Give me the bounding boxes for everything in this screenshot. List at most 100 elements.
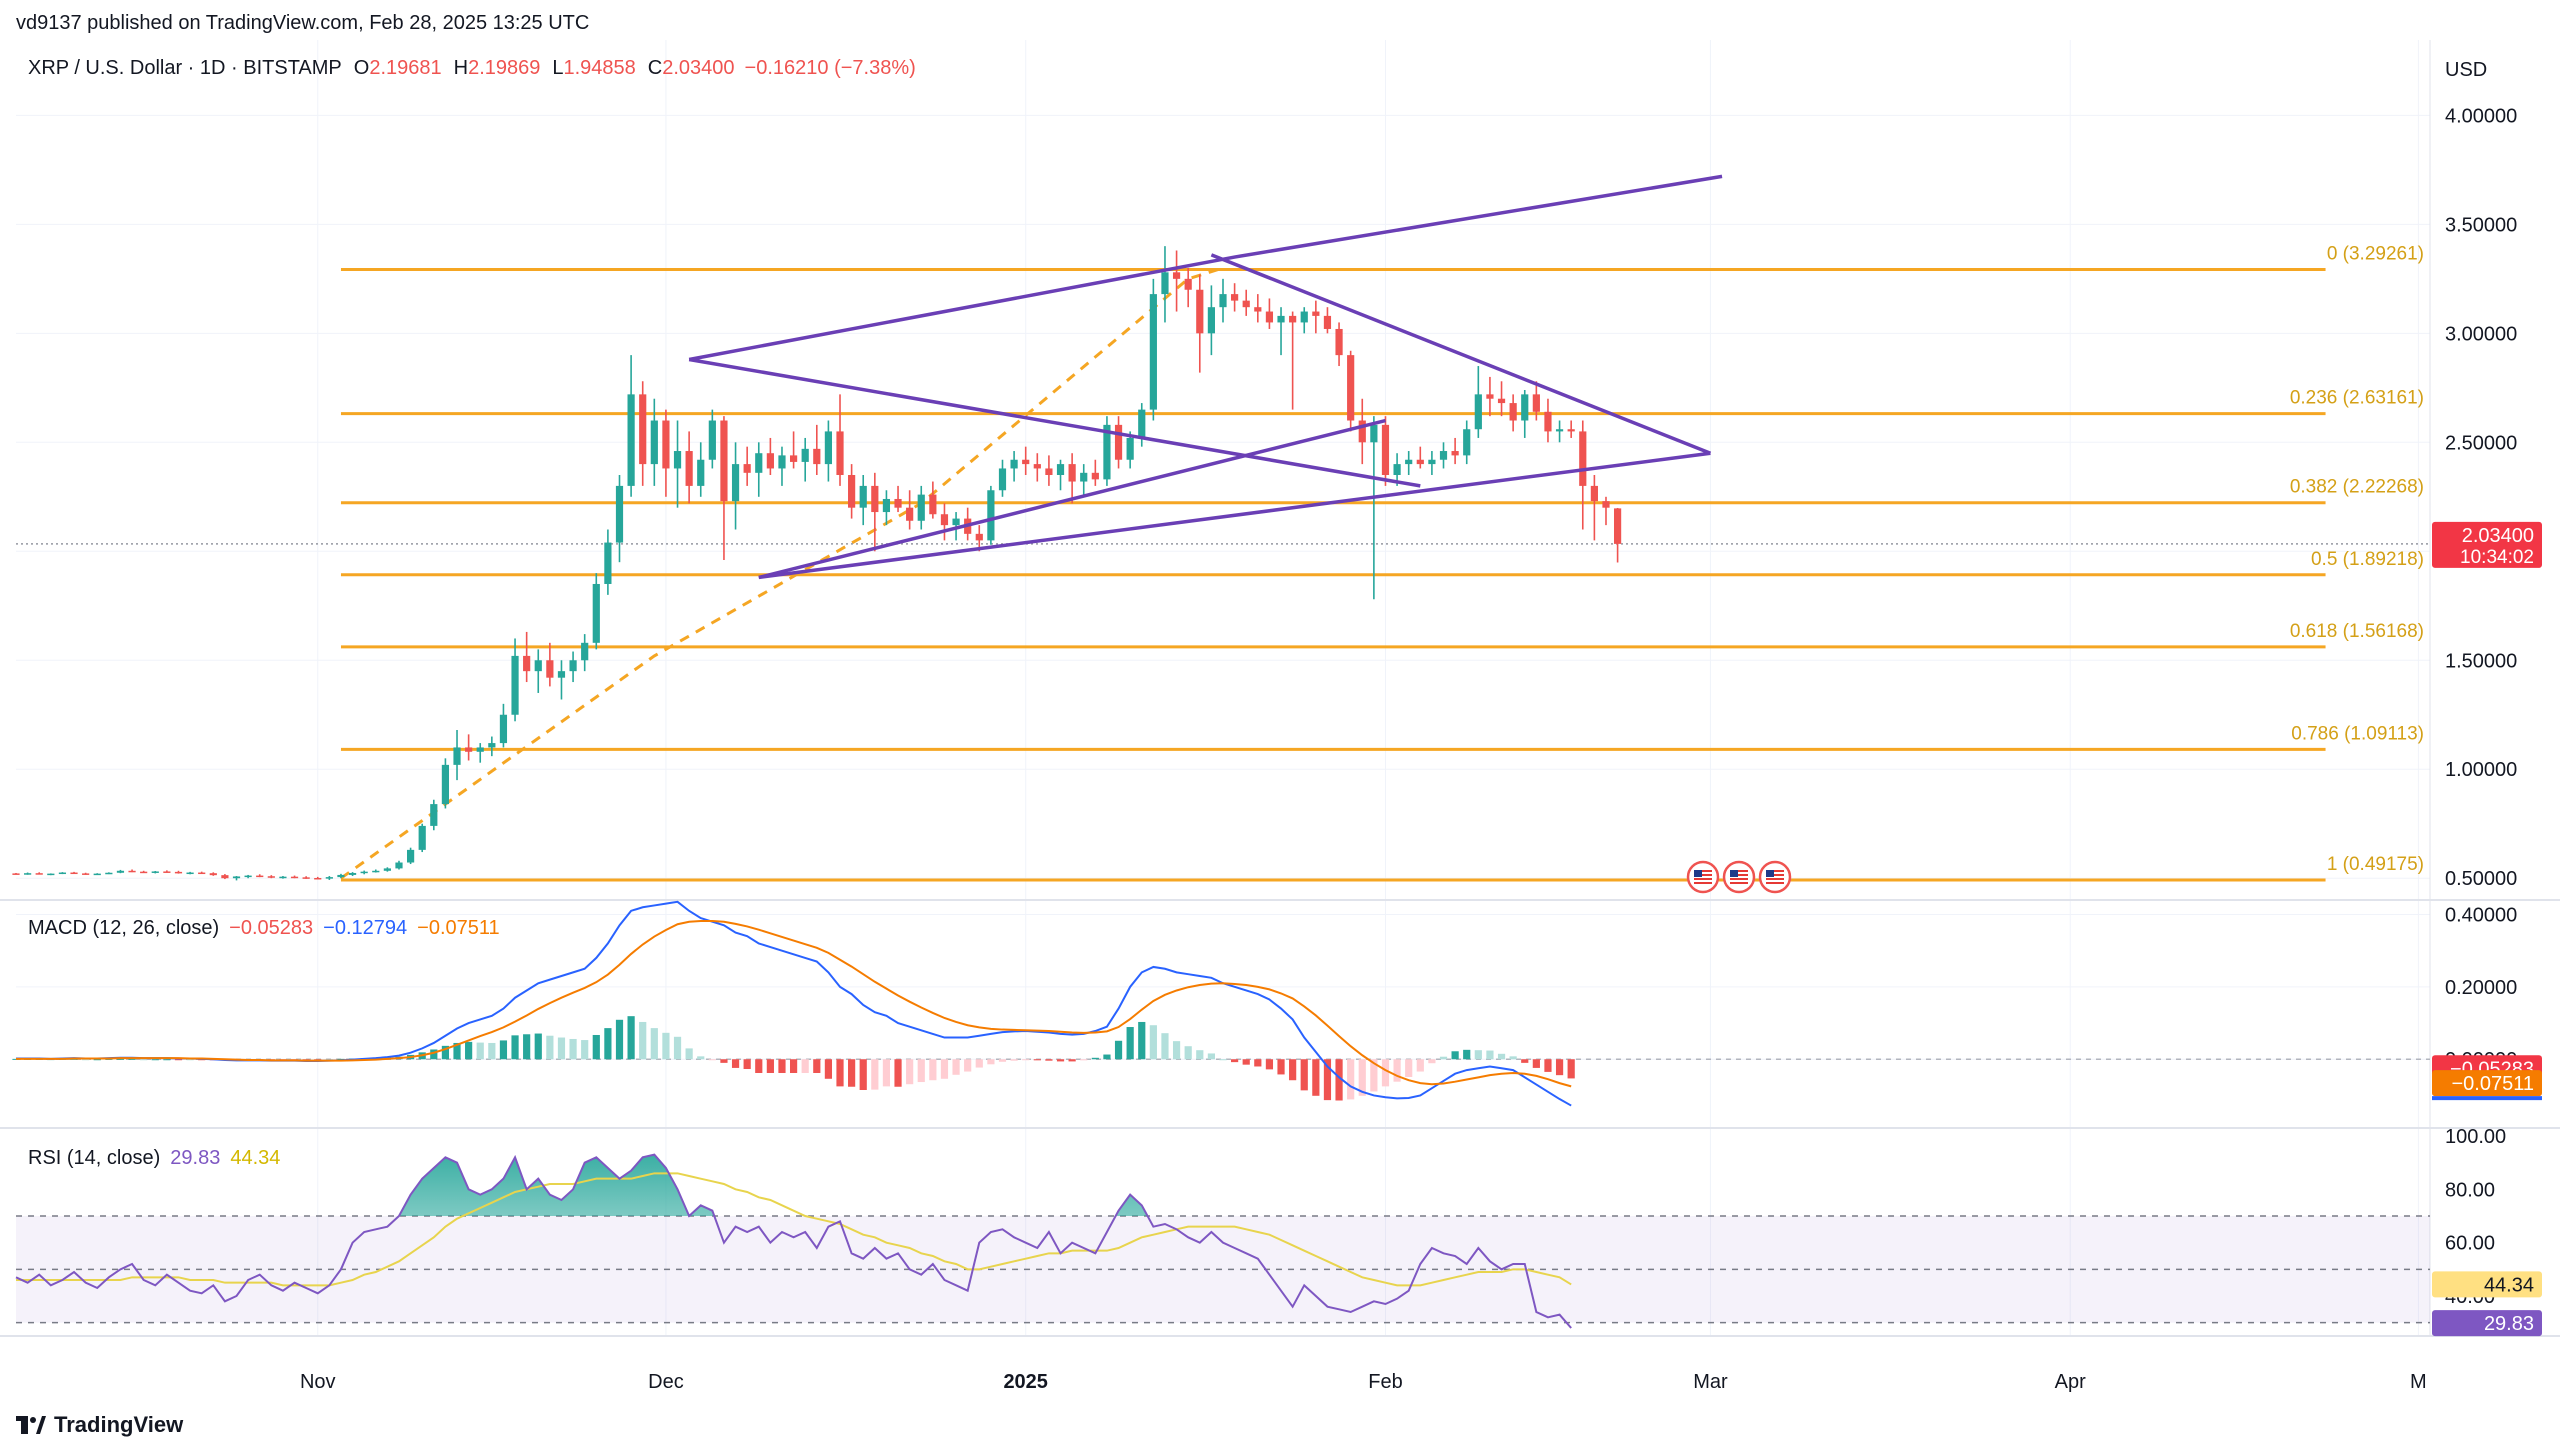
macd-histogram-bar — [1393, 1059, 1401, 1082]
bar-countdown: 10:34:02 — [2460, 547, 2534, 568]
rsi-value: 29.83 — [170, 1147, 220, 1169]
candle-body — [906, 507, 914, 521]
candle-body — [1463, 429, 1471, 456]
fib-level-label: 0.5 (1.89218) — [2311, 549, 2424, 570]
tradingview-logo[interactable]: TradingView — [16, 1412, 183, 1438]
macd-histogram-bar — [1486, 1050, 1494, 1060]
candle-body — [1521, 394, 1529, 421]
macd-histogram-bar — [1439, 1056, 1448, 1060]
macd-histogram-bar — [82, 1059, 90, 1061]
candle-body — [511, 655, 519, 715]
macd-histogram-bar — [952, 1059, 960, 1075]
candle-body — [476, 747, 484, 752]
macd-histogram-bar — [186, 1059, 194, 1061]
macd-histogram-bar — [1335, 1059, 1343, 1101]
macd-histogram-bar — [789, 1059, 798, 1073]
ohlc-close: 2.03400 — [662, 57, 734, 79]
macd-histogram-bar — [1405, 1059, 1413, 1077]
macd-histogram-bar — [441, 1045, 450, 1060]
macd-histogram-bar — [1172, 1041, 1181, 1060]
macd-histogram-bar — [1370, 1059, 1378, 1092]
axes: USD4.000003.500003.000002.500002.000001.… — [300, 59, 2542, 1393]
candle-body — [406, 849, 415, 863]
ohlc-close-key: C — [648, 57, 662, 79]
candle-body — [1312, 311, 1320, 316]
rsi-axis-tick: 80.00 — [2445, 1179, 2495, 1201]
symbol-title: XRP / U.S. Dollar · 1D · BITSTAMP — [28, 57, 342, 79]
flag-stripe — [1766, 882, 1784, 884]
price-axis-tick: 0.50000 — [2445, 868, 2517, 890]
macd-histogram-bar — [1277, 1059, 1285, 1075]
candle-body — [1532, 394, 1540, 412]
macd-axis-tick: 0.20000 — [2445, 977, 2517, 999]
candle-body — [453, 747, 461, 765]
legends: XRP / U.S. Dollar · 1D · BITSTAMP O2.1968… — [28, 57, 916, 1169]
rsi-ma-line — [16, 1172, 1572, 1287]
macd-histogram-bar — [1080, 1059, 1088, 1061]
fib-level-label: 0 (3.29261) — [2327, 244, 2424, 265]
rsi-ma-badge-bg — [2432, 1271, 2542, 1298]
candle-body — [465, 747, 473, 752]
macd-histogram-bar — [836, 1059, 844, 1087]
macd-histogram-bar — [546, 1035, 554, 1060]
candle-body — [488, 743, 496, 748]
rsi-band-fill — [16, 1216, 2430, 1323]
candle-body — [198, 872, 206, 875]
macd-histogram-bar — [1219, 1059, 1227, 1061]
candle-body — [186, 872, 194, 875]
rsi-value-badge-bg — [2432, 1310, 2542, 1337]
candle-body — [615, 485, 624, 543]
macd-histogram-bar — [1033, 1059, 1041, 1061]
macd-histogram-bar — [604, 1028, 612, 1060]
macd-histogram-bar — [894, 1059, 902, 1087]
macd-histogram-bar — [639, 1021, 647, 1060]
candle-body — [1219, 294, 1227, 308]
macd-histogram-bar — [1265, 1059, 1274, 1070]
candle-body — [1231, 294, 1239, 301]
candle-body — [755, 453, 763, 473]
us-event-marker-icon — [1686, 860, 1720, 894]
flag-stripe — [1730, 882, 1748, 884]
candle-body — [1300, 311, 1308, 323]
candle-body — [1335, 328, 1343, 356]
candle-body — [395, 862, 403, 869]
candle-body — [1161, 272, 1169, 295]
candle-body — [813, 448, 821, 465]
candle-body — [430, 804, 438, 826]
macd-histogram-bar — [1416, 1059, 1424, 1072]
candle-body — [93, 873, 101, 876]
macd-histogram-bar — [1022, 1059, 1030, 1061]
macd-histogram-bar — [140, 1059, 148, 1061]
candle-body — [894, 498, 902, 508]
flag-stripe — [1694, 878, 1712, 880]
candle-body — [1509, 403, 1517, 421]
candle-body — [1010, 459, 1018, 469]
macd-line-value: −0.12794 — [323, 917, 407, 939]
candle-body — [685, 451, 693, 486]
candle-body — [140, 871, 148, 874]
flag-stripe — [1766, 878, 1784, 880]
macd-histogram-bar — [523, 1034, 531, 1060]
currency-label: USD — [2445, 59, 2487, 81]
candle-body — [151, 871, 159, 873]
candle-body — [1405, 459, 1413, 465]
macd-histogram-bar — [1196, 1050, 1204, 1060]
candle-body — [1347, 355, 1355, 421]
time-axis-tick: Apr — [2055, 1371, 2086, 1393]
macd-histogram-bar — [813, 1059, 821, 1073]
candle-body — [1242, 300, 1250, 308]
macd-histogram-bar — [615, 1019, 624, 1060]
candle-body — [1114, 424, 1123, 460]
macd-histogram-bar — [987, 1059, 995, 1065]
price-pane: 0 (3.29261) 0.236 (2.63161) 0.382 (2.22268… — [12, 174, 2430, 894]
macd-histogram-bar — [488, 1042, 496, 1060]
candle-body — [639, 394, 647, 465]
time-axis-tick: Mar — [1693, 1371, 1728, 1393]
candle-body — [337, 874, 345, 878]
price-axis-tick: 4.00000 — [2445, 105, 2517, 127]
macd-histogram-bar — [848, 1059, 856, 1087]
ohlc-open-key: O — [354, 57, 370, 79]
candle-body — [1590, 485, 1598, 502]
